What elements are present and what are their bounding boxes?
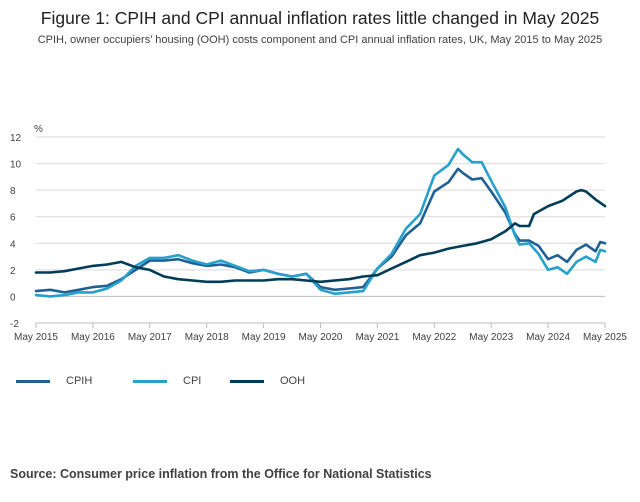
x-tick-label: May 2018 xyxy=(185,332,229,343)
chart-title: Figure 1: CPIH and CPI annual inflation … xyxy=(40,8,600,28)
series-line-ooh xyxy=(34,188,607,284)
x-tick-label: May 2023 xyxy=(469,332,513,343)
y-tick-label: 4 xyxy=(10,239,16,250)
x-tick-label: May 2019 xyxy=(242,332,286,343)
x-tick-label: May 2020 xyxy=(299,332,343,343)
y-tick-label: 8 xyxy=(10,186,16,197)
x-tick-label: May 2015 xyxy=(14,332,58,343)
y-tick-label: 2 xyxy=(10,266,16,277)
y-tick-label: 6 xyxy=(10,213,16,224)
legend-item-cpi: CPI xyxy=(133,372,201,390)
x-tick-label: May 2022 xyxy=(412,332,456,343)
legend-swatch-cpih xyxy=(16,379,50,383)
y-axis-unit-label: % xyxy=(34,124,43,135)
x-tick-label: May 2025 xyxy=(583,332,627,343)
series-line-cpi xyxy=(34,147,607,298)
series-line-cpih xyxy=(34,167,607,294)
legend-swatch-cpi xyxy=(133,379,167,383)
x-tick-label: May 2017 xyxy=(128,332,172,343)
chart-subtitle: CPIH, owner occupiers’ housing (OOH) cos… xyxy=(37,34,603,46)
legend-label-ooh: OOH xyxy=(280,375,306,387)
x-tick-label: May 2024 xyxy=(526,332,570,343)
source-note: Source: Consumer price inflation from th… xyxy=(10,467,432,481)
chart-legend: CPIH CPI OOH xyxy=(0,372,640,390)
legend-item-cpih: CPIH xyxy=(16,372,92,390)
legend-item-ooh: OOH xyxy=(230,372,305,390)
legend-label-cpi: CPI xyxy=(183,375,202,387)
legend-swatch-ooh xyxy=(230,379,264,383)
y-tick-label: -2 xyxy=(10,319,19,330)
y-tick-label: 10 xyxy=(10,160,22,171)
y-tick-label: 0 xyxy=(10,292,16,303)
x-tick-label: May 2016 xyxy=(71,332,115,343)
legend-label-cpih: CPIH xyxy=(66,375,93,387)
x-tick-label: May 2021 xyxy=(355,332,399,343)
y-tick-label: 12 xyxy=(10,133,22,144)
